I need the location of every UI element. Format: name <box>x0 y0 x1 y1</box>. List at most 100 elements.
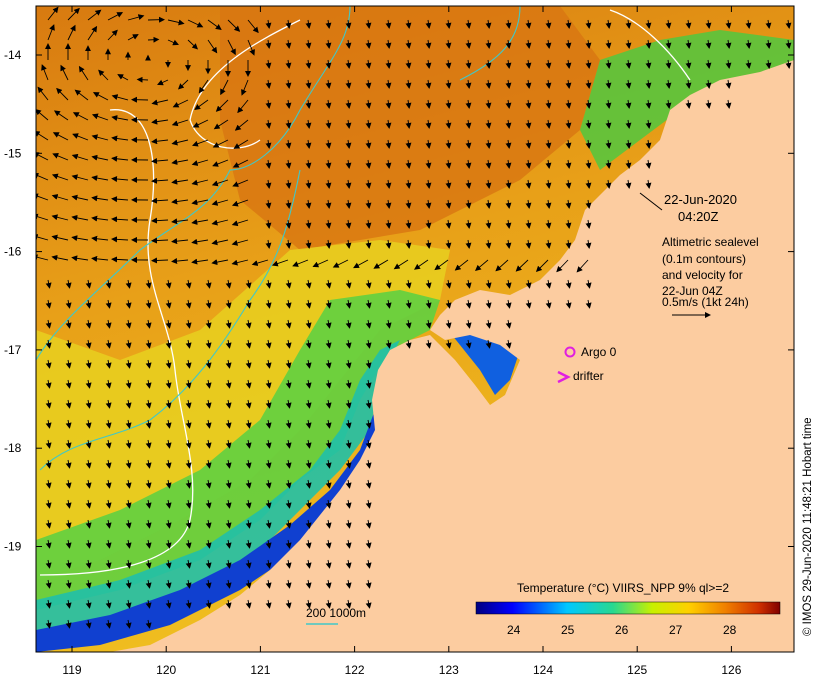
velocity-arrow <box>92 92 109 101</box>
velocity-arrow <box>145 319 152 329</box>
velocity-arrow <box>345 179 352 189</box>
velocity-arrow <box>225 599 232 609</box>
velocity-arrow <box>185 559 192 569</box>
velocity-arrow <box>765 39 772 49</box>
argo-label: Argo 0 <box>581 345 617 359</box>
velocity-arrow <box>565 299 572 309</box>
velocity-arrow <box>345 239 352 249</box>
velocity-arrow <box>305 399 312 409</box>
velocity-arrow <box>445 299 452 309</box>
cyan-water-band <box>36 340 400 652</box>
velocity-arrow <box>285 599 292 609</box>
velocity-arrow <box>234 119 249 131</box>
velocity-arrow <box>385 139 392 149</box>
velocity-arrow <box>165 539 172 549</box>
velocity-arrow <box>365 379 372 389</box>
credit-text: © IMOS 29-Jun-2020 11:48:21 Hobart time <box>802 417 814 636</box>
velocity-arrow <box>505 219 512 229</box>
velocity-arrow <box>111 94 129 101</box>
velocity-arrow <box>87 9 102 21</box>
legend-line: and velocity for <box>662 268 743 282</box>
velocity-arrow <box>285 99 292 109</box>
velocity-arrow <box>445 199 452 209</box>
velocity-arrow <box>185 279 192 289</box>
velocity-arrow <box>105 399 112 409</box>
velocity-arrow <box>71 153 89 161</box>
lat-tick-label: -17 <box>4 343 22 357</box>
argo-float-icon <box>564 346 576 358</box>
velocity-arrow <box>325 339 332 349</box>
velocity-arrow <box>545 219 552 229</box>
velocity-arrow <box>107 12 124 21</box>
velocity-arrow <box>171 218 189 225</box>
velocity-arrow <box>705 79 712 89</box>
velocity-arrow <box>98 69 109 81</box>
velocity-arrow <box>425 79 432 89</box>
velocity-arrow <box>345 519 352 529</box>
velocity-arrow <box>605 119 612 129</box>
longitude-axis: 119 120 121 122 123 124 125 126 <box>62 6 742 677</box>
velocity-arrow <box>265 519 272 529</box>
land-mass <box>110 60 794 652</box>
velocity-arrow <box>645 79 652 89</box>
velocity-arrow <box>285 339 292 349</box>
velocity-arrow <box>625 179 632 189</box>
velocity-arrow <box>265 419 272 429</box>
velocity-arrow <box>65 459 72 469</box>
velocity-arrow <box>225 339 232 349</box>
velocity-arrow <box>85 439 92 449</box>
velocity-arrow <box>365 479 372 489</box>
velocity-arrow <box>205 299 212 309</box>
lon-tick-label: 122 <box>345 663 365 677</box>
velocity-arrow <box>185 579 192 589</box>
velocity-arrow <box>565 139 572 149</box>
velocity-arrow <box>445 139 452 149</box>
velocity-arrow <box>65 379 72 389</box>
velocity-arrow <box>345 119 352 129</box>
velocity-arrow <box>585 199 592 209</box>
velocity-arrow <box>165 479 172 489</box>
velocity-arrow <box>285 19 292 29</box>
velocity-arrow <box>237 99 249 114</box>
velocity-arrow <box>265 359 272 369</box>
velocity-arrow <box>525 299 532 309</box>
velocity-arrow <box>605 139 612 149</box>
velocity-arrow <box>345 39 352 49</box>
bathymetry-legend: 200 1000m <box>306 606 366 625</box>
velocity-arrow <box>67 24 76 41</box>
velocity-arrow <box>265 339 272 349</box>
velocity-arrow <box>325 179 332 189</box>
velocity-arrow <box>125 539 132 549</box>
velocity-arrow <box>605 159 612 169</box>
velocity-arrow <box>585 99 592 109</box>
velocity-arrow <box>231 259 249 266</box>
velocity-arrow <box>251 259 269 266</box>
velocity-arrow <box>245 459 252 469</box>
velocity-arrow <box>165 559 172 569</box>
velocity-arrow <box>345 499 352 509</box>
velocity-arrow <box>165 579 172 589</box>
velocity-arrow <box>145 439 152 449</box>
velocity-arrow <box>247 39 255 56</box>
velocity-arrow <box>625 159 632 169</box>
velocity-arrow <box>127 34 139 41</box>
velocity-arrow <box>185 479 192 489</box>
velocity-arrow <box>765 59 772 69</box>
velocity-arrow <box>51 234 69 241</box>
velocity-arrow <box>185 519 192 529</box>
velocity-arrow <box>285 419 292 429</box>
velocity-arrow <box>245 479 252 489</box>
velocity-arrow <box>305 359 312 369</box>
velocity-arrow <box>545 79 552 89</box>
velocity-arrow <box>85 559 92 569</box>
velocity-arrow <box>665 79 672 89</box>
velocity-arrow <box>285 299 292 309</box>
velocity-arrow <box>225 539 232 549</box>
velocity-arrow <box>211 179 229 187</box>
velocity-arrow <box>312 259 329 268</box>
velocity-arrow <box>305 319 312 329</box>
velocity-arrow <box>205 459 212 469</box>
velocity-arrow <box>425 239 432 249</box>
legend-line: Altimetric sealevel <box>662 235 759 249</box>
velocity-arrow <box>353 259 369 269</box>
